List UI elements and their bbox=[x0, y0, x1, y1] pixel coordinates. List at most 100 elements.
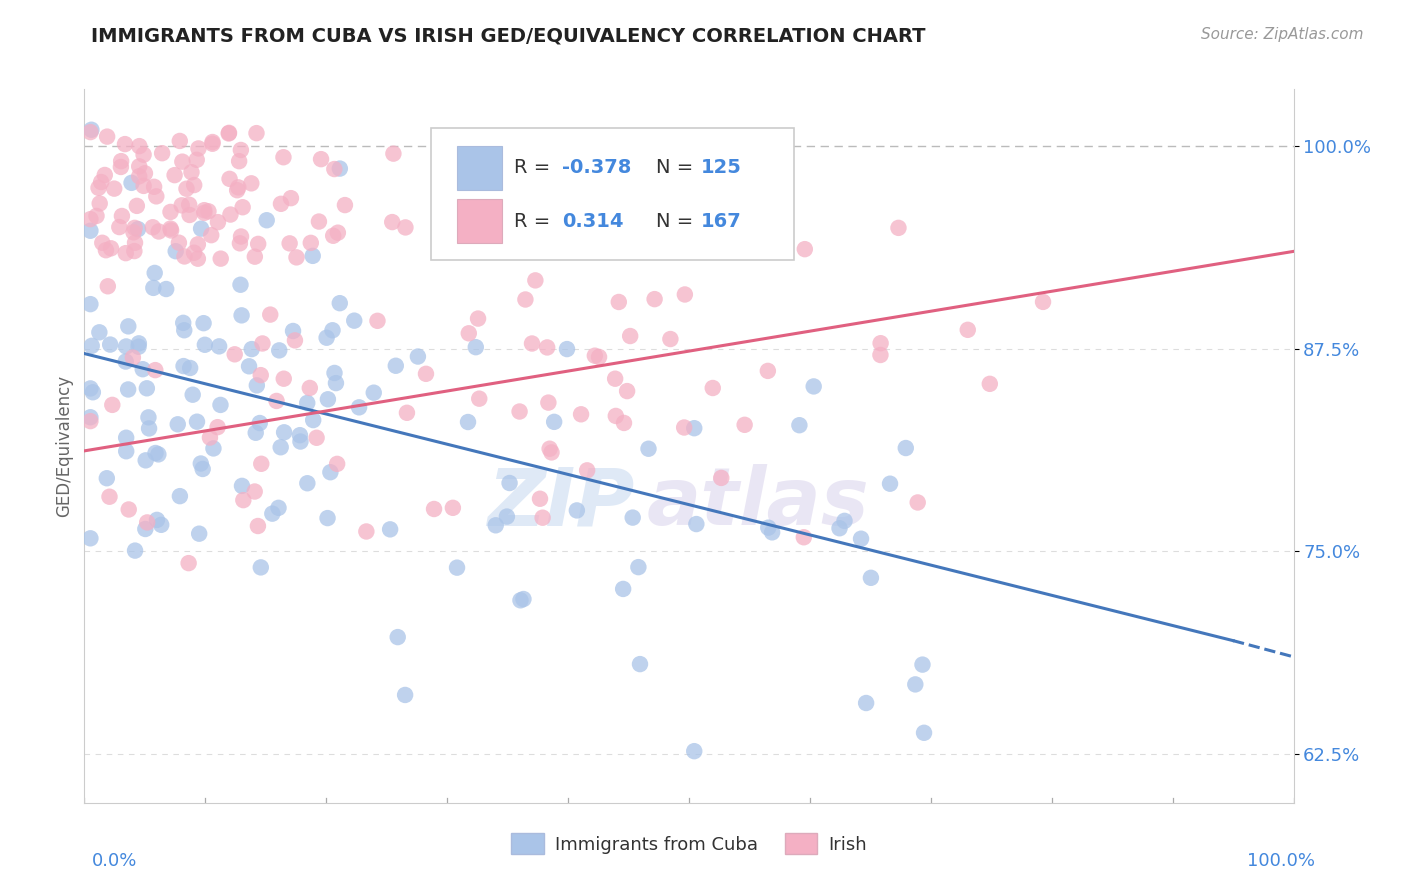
Point bbox=[79, 297, 101, 311]
Point bbox=[121, 176, 143, 190]
Point bbox=[172, 316, 194, 330]
Point bbox=[543, 415, 565, 429]
Point bbox=[381, 215, 404, 229]
Point bbox=[79, 381, 101, 395]
Point bbox=[218, 126, 240, 140]
Point bbox=[142, 220, 165, 235]
Text: N =: N = bbox=[657, 158, 700, 178]
Point bbox=[607, 295, 630, 310]
Point bbox=[100, 241, 122, 255]
Point bbox=[201, 135, 224, 149]
Point bbox=[159, 221, 181, 235]
Point bbox=[685, 517, 707, 532]
Point bbox=[285, 251, 308, 265]
Point bbox=[394, 220, 416, 235]
Point bbox=[280, 191, 302, 205]
Point bbox=[509, 593, 531, 607]
Point bbox=[114, 354, 136, 368]
Point bbox=[124, 220, 146, 235]
Point bbox=[321, 323, 343, 337]
Point bbox=[605, 409, 627, 423]
Point bbox=[145, 189, 167, 203]
Point bbox=[309, 152, 332, 166]
Point bbox=[278, 236, 301, 251]
Point bbox=[128, 340, 150, 354]
Point bbox=[193, 203, 215, 218]
Point bbox=[911, 657, 934, 672]
Point bbox=[114, 137, 136, 152]
Point bbox=[673, 287, 696, 301]
Point bbox=[979, 376, 1001, 391]
Point bbox=[588, 350, 610, 364]
Point bbox=[176, 182, 198, 196]
Point bbox=[232, 493, 254, 508]
Point bbox=[110, 154, 132, 169]
Point bbox=[803, 379, 825, 393]
Point bbox=[326, 457, 349, 471]
Point bbox=[128, 336, 150, 351]
Point bbox=[101, 398, 124, 412]
Point bbox=[243, 484, 266, 499]
Point bbox=[249, 560, 271, 574]
FancyBboxPatch shape bbox=[432, 128, 794, 260]
Point bbox=[515, 293, 537, 307]
Point bbox=[229, 236, 252, 251]
Point bbox=[79, 224, 101, 238]
Point bbox=[114, 246, 136, 260]
Point bbox=[207, 215, 229, 229]
Point bbox=[179, 208, 201, 222]
Point bbox=[80, 339, 103, 353]
Point bbox=[319, 465, 342, 479]
Point bbox=[565, 503, 588, 517]
Text: Source: ZipAtlas.com: Source: ZipAtlas.com bbox=[1201, 27, 1364, 42]
Point bbox=[150, 146, 173, 161]
Point bbox=[224, 347, 246, 361]
Point bbox=[117, 383, 139, 397]
Point bbox=[122, 225, 145, 239]
Point bbox=[218, 127, 240, 141]
Point bbox=[382, 146, 405, 161]
Point bbox=[187, 141, 209, 155]
Point bbox=[308, 214, 330, 228]
Point bbox=[124, 235, 146, 250]
Point bbox=[179, 197, 201, 211]
Point bbox=[252, 336, 274, 351]
Point bbox=[315, 331, 337, 345]
Point bbox=[132, 178, 155, 193]
Point bbox=[633, 134, 655, 148]
Point bbox=[90, 175, 112, 189]
Text: 100.0%: 100.0% bbox=[1247, 852, 1315, 870]
Point bbox=[145, 446, 167, 460]
Point bbox=[134, 166, 156, 180]
Point bbox=[89, 196, 111, 211]
Point bbox=[110, 160, 132, 174]
Point bbox=[301, 249, 323, 263]
Point bbox=[387, 630, 409, 644]
Point bbox=[297, 396, 319, 410]
Point bbox=[209, 252, 232, 266]
Point bbox=[531, 510, 554, 524]
Point bbox=[789, 418, 811, 433]
Text: R =: R = bbox=[513, 158, 557, 178]
Point bbox=[143, 179, 166, 194]
Point bbox=[616, 384, 638, 398]
Point bbox=[202, 442, 225, 456]
Point bbox=[659, 332, 682, 346]
Point bbox=[468, 392, 491, 406]
Point bbox=[485, 518, 508, 533]
Point bbox=[395, 406, 418, 420]
Point bbox=[193, 206, 215, 220]
Legend: Immigrants from Cuba, Irish: Immigrants from Cuba, Irish bbox=[503, 826, 875, 862]
Point bbox=[87, 181, 110, 195]
Point bbox=[96, 129, 118, 144]
Point bbox=[245, 126, 267, 140]
Point bbox=[956, 323, 979, 337]
Point bbox=[143, 266, 166, 280]
Point bbox=[193, 316, 215, 330]
Point bbox=[299, 235, 322, 250]
Point bbox=[231, 479, 253, 493]
Point bbox=[135, 381, 157, 395]
Point bbox=[89, 326, 111, 340]
Point bbox=[186, 415, 208, 429]
Point bbox=[869, 336, 891, 351]
